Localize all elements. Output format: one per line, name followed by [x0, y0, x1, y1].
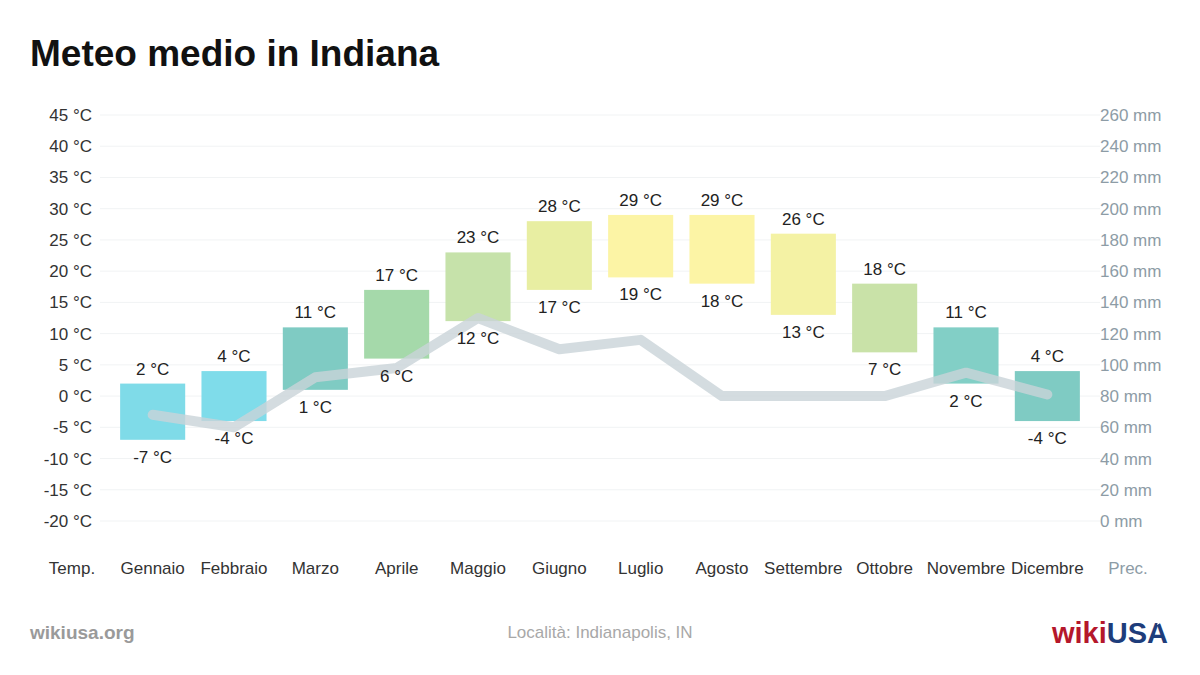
data-label-max: 4 °C: [1031, 347, 1064, 366]
x-tick-label: Aprile: [375, 559, 418, 578]
y-tick-label: -20 °C: [44, 512, 92, 531]
y2-tick-label: 140 mm: [1100, 293, 1161, 312]
data-label-max: 26 °C: [782, 210, 825, 229]
data-label-max: 29 °C: [619, 191, 662, 210]
grid-line: [100, 115, 1100, 116]
grid-line: [100, 208, 1100, 209]
y-tick-label: 10 °C: [49, 325, 92, 344]
x-tick-label: Giugno: [532, 559, 587, 578]
grid-line: [100, 427, 1100, 428]
y2-tick-label: 260 mm: [1100, 106, 1161, 125]
data-label-min: 7 °C: [868, 360, 901, 379]
logo-part: wiki: [1051, 617, 1107, 649]
data-label-max: 4 °C: [217, 347, 250, 366]
y2-tick-label: 120 mm: [1100, 325, 1161, 344]
source: wikiusa.org: [29, 622, 135, 643]
x-tick-label: Settembre: [764, 559, 842, 578]
grid-line: [100, 521, 1100, 522]
logo: wikiUSA: [1051, 617, 1168, 649]
data-label-min: 12 °C: [457, 329, 500, 348]
y2-axis-label: Prec.: [1108, 559, 1148, 578]
data-label-max: 28 °C: [538, 197, 581, 216]
y-axis-label: Temp.: [49, 559, 95, 578]
y-tick-label: 40 °C: [49, 137, 92, 156]
x-tick-label: Agosto: [696, 559, 749, 578]
precipitation-line: [153, 318, 1048, 427]
marks: [120, 215, 1080, 440]
range-bar: [608, 215, 673, 277]
y2-tick-label: 200 mm: [1100, 200, 1161, 219]
y-tick-label: -15 °C: [44, 481, 92, 500]
grid-line: [100, 458, 1100, 459]
grid-line: [100, 239, 1100, 240]
data-label-min: 6 °C: [380, 367, 413, 386]
data-label-min: -7 °C: [133, 448, 172, 467]
x-tick-label: Dicembre: [1011, 559, 1084, 578]
x-tick-label: Febbraio: [200, 559, 267, 578]
data-label-max: 11 °C: [295, 303, 336, 322]
range-bar: [852, 284, 917, 353]
y2-tick-label: 80 mm: [1100, 387, 1152, 406]
data-labels: 2 °C -7 °C 4 °C -4 °C 11 °C 1 °C 17 °C 6 °C 23 °…: [133, 191, 1067, 467]
data-label-min: -4 °C: [1028, 429, 1067, 448]
y-tick-label: 15 °C: [49, 293, 92, 312]
x-tick-label: Ottobre: [856, 559, 913, 578]
grid-line: [100, 271, 1100, 272]
data-label-min: 2 °C: [949, 392, 982, 411]
y-tick-label: 45 °C: [49, 106, 92, 125]
grid-line: [100, 489, 1100, 490]
y-tick-label: -5 °C: [53, 418, 92, 437]
data-label-min: 19 °C: [619, 285, 662, 304]
data-label-max: 17 °C: [375, 266, 418, 285]
range-bar: [771, 234, 836, 315]
y2-tick-label: 160 mm: [1100, 262, 1161, 281]
grid-line: [100, 146, 1100, 147]
range-bar: [527, 221, 592, 290]
y-tick-label: 5 °C: [59, 356, 92, 375]
y-tick-label: 0 °C: [59, 387, 92, 406]
range-bar: [689, 215, 754, 284]
y2-tick-label: 20 mm: [1100, 481, 1152, 500]
logo-part: USA: [1107, 617, 1168, 649]
y2-tick-label: 40 mm: [1100, 450, 1152, 469]
data-label-max: 18 °C: [863, 260, 906, 279]
logo-star: [1155, 616, 1165, 625]
data-label-min: 18 °C: [701, 292, 744, 311]
y-tick-label: 25 °C: [49, 231, 92, 250]
title: Meteo medio in Indiana: [30, 33, 440, 74]
y-tick-label: 35 °C: [49, 168, 92, 187]
location: Località: Indianapolis, IN: [507, 623, 692, 642]
y-tick-label: 20 °C: [49, 262, 92, 281]
grid: [100, 115, 1100, 521]
x-tick-label: Novembre: [927, 559, 1005, 578]
x-tick-label: Maggio: [450, 559, 506, 578]
y2-tick-label: 240 mm: [1100, 137, 1161, 156]
data-label-max: 2 °C: [136, 360, 169, 379]
data-label-max: 29 °C: [701, 191, 744, 210]
y2-tick-label: 100 mm: [1100, 356, 1161, 375]
range-bar: [445, 252, 510, 321]
y2-tick-label: 0 mm: [1100, 512, 1143, 531]
grid-line: [100, 177, 1100, 178]
y-tick-label: -10 °C: [44, 450, 92, 469]
y2-tick-label: 180 mm: [1100, 231, 1161, 250]
data-label-min: -4 °C: [215, 429, 254, 448]
data-label-min: 13 °C: [782, 323, 825, 342]
chart: Meteo medio in Indiana -20 °C -15 °C -10 °C…: [0, 0, 1200, 675]
x-tick-label: Gennaio: [121, 559, 185, 578]
y2-tick-label: 60 mm: [1100, 418, 1152, 437]
data-label-max: 23 °C: [457, 228, 500, 247]
x-tick-label: Marzo: [292, 559, 339, 578]
data-label-min: 1 °C: [299, 398, 332, 417]
y-tick-label: 30 °C: [49, 200, 92, 219]
data-label-min: 17 °C: [538, 298, 581, 317]
x-tick-label: Luglio: [618, 559, 663, 578]
data-label-max: 11 °C: [945, 303, 986, 322]
y2-tick-label: 220 mm: [1100, 168, 1161, 187]
